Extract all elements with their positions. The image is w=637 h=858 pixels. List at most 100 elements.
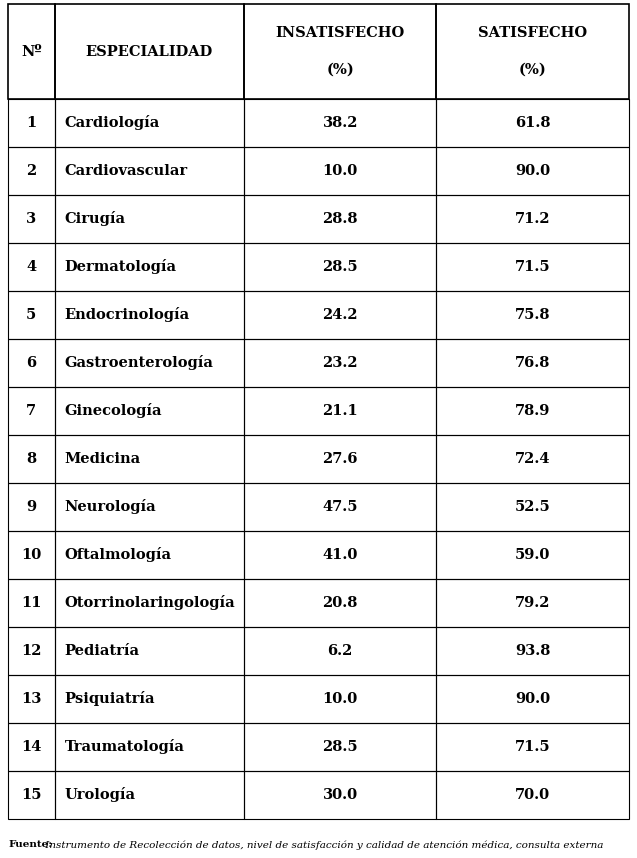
Text: Oftalmología: Oftalmología (64, 547, 171, 563)
Text: 28.8: 28.8 (322, 212, 358, 226)
Bar (8, 339, 55, 387)
Bar (8, 435, 55, 483)
Text: Dermatología: Dermatología (64, 259, 176, 275)
Bar (8, 195, 55, 243)
Text: 38.2: 38.2 (322, 116, 358, 130)
Text: 10.0: 10.0 (322, 164, 358, 178)
Text: 72.4: 72.4 (515, 452, 550, 466)
Text: Neurología: Neurología (64, 499, 156, 515)
Text: INSATISFECHO

(%): INSATISFECHO (%) (276, 26, 405, 77)
Text: 90.0: 90.0 (515, 692, 550, 706)
Bar (55, 147, 244, 195)
Text: 8: 8 (26, 452, 36, 466)
Text: SATISFECHO

(%): SATISFECHO (%) (478, 26, 587, 77)
Text: 1: 1 (26, 116, 36, 130)
Bar (8, 579, 55, 627)
Bar (55, 243, 244, 291)
Bar (55, 579, 244, 627)
Bar (244, 243, 436, 291)
Bar (436, 435, 629, 483)
Bar (436, 627, 629, 675)
Text: 3: 3 (26, 212, 36, 226)
Bar (244, 291, 436, 339)
Text: 93.8: 93.8 (515, 644, 550, 658)
Text: 52.5: 52.5 (515, 500, 550, 514)
Bar (55, 675, 244, 723)
Text: Cardiovascular: Cardiovascular (64, 164, 188, 178)
Text: 24.2: 24.2 (322, 308, 358, 322)
Text: 10.0: 10.0 (322, 692, 358, 706)
Bar (55, 723, 244, 771)
Text: Medicina: Medicina (64, 452, 141, 466)
Bar (436, 4, 629, 99)
Bar (244, 531, 436, 579)
Text: 70.0: 70.0 (515, 788, 550, 802)
Bar (436, 579, 629, 627)
Text: 79.2: 79.2 (515, 596, 550, 610)
Text: 14: 14 (21, 740, 41, 754)
Bar (8, 627, 55, 675)
Bar (8, 483, 55, 531)
Text: 61.8: 61.8 (515, 116, 550, 130)
Bar (8, 723, 55, 771)
Bar (436, 675, 629, 723)
Text: Urología: Urología (64, 788, 136, 802)
Text: Instrumento de Recolección de datos, nivel de satisfacción y calidad de atención: Instrumento de Recolección de datos, niv… (42, 840, 603, 849)
Bar (55, 627, 244, 675)
Bar (55, 195, 244, 243)
Bar (55, 339, 244, 387)
Text: 5: 5 (26, 308, 36, 322)
Bar (55, 483, 244, 531)
Text: 21.1: 21.1 (322, 404, 358, 418)
Text: 41.0: 41.0 (322, 548, 358, 562)
Text: Nº: Nº (21, 45, 41, 58)
Text: 11: 11 (21, 596, 41, 610)
Text: 2: 2 (26, 164, 36, 178)
Bar (436, 723, 629, 771)
Text: 4: 4 (26, 260, 36, 274)
Bar (244, 435, 436, 483)
Bar (244, 4, 436, 99)
Bar (436, 291, 629, 339)
Text: 6.2: 6.2 (327, 644, 353, 658)
Bar (55, 291, 244, 339)
Bar (8, 387, 55, 435)
Bar (55, 435, 244, 483)
Text: Cardiología: Cardiología (64, 116, 160, 130)
Bar (8, 147, 55, 195)
Bar (244, 723, 436, 771)
Bar (55, 387, 244, 435)
Text: 47.5: 47.5 (322, 500, 358, 514)
Text: 13: 13 (21, 692, 41, 706)
Bar (55, 771, 244, 819)
Text: 76.8: 76.8 (515, 356, 550, 370)
Text: 23.2: 23.2 (322, 356, 358, 370)
Text: 28.5: 28.5 (322, 740, 358, 754)
Text: 20.8: 20.8 (322, 596, 358, 610)
Bar (8, 243, 55, 291)
Text: Ginecología: Ginecología (64, 403, 162, 419)
Bar (244, 99, 436, 147)
Bar (436, 195, 629, 243)
Text: 10: 10 (21, 548, 41, 562)
Bar (436, 771, 629, 819)
Text: ESPECIALIDAD: ESPECIALIDAD (85, 45, 213, 58)
Bar (244, 627, 436, 675)
Text: Otorrinolaringología: Otorrinolaringología (64, 595, 235, 611)
Text: 59.0: 59.0 (515, 548, 550, 562)
Text: 27.6: 27.6 (322, 452, 358, 466)
Bar (55, 531, 244, 579)
Bar (436, 99, 629, 147)
Bar (244, 483, 436, 531)
Text: 78.9: 78.9 (515, 404, 550, 418)
Bar (8, 531, 55, 579)
Text: 28.5: 28.5 (322, 260, 358, 274)
Bar (436, 339, 629, 387)
Text: 6: 6 (26, 356, 36, 370)
Bar (244, 579, 436, 627)
Text: 12: 12 (21, 644, 41, 658)
Bar (244, 147, 436, 195)
Text: 9: 9 (26, 500, 36, 514)
Bar (244, 339, 436, 387)
Bar (436, 387, 629, 435)
